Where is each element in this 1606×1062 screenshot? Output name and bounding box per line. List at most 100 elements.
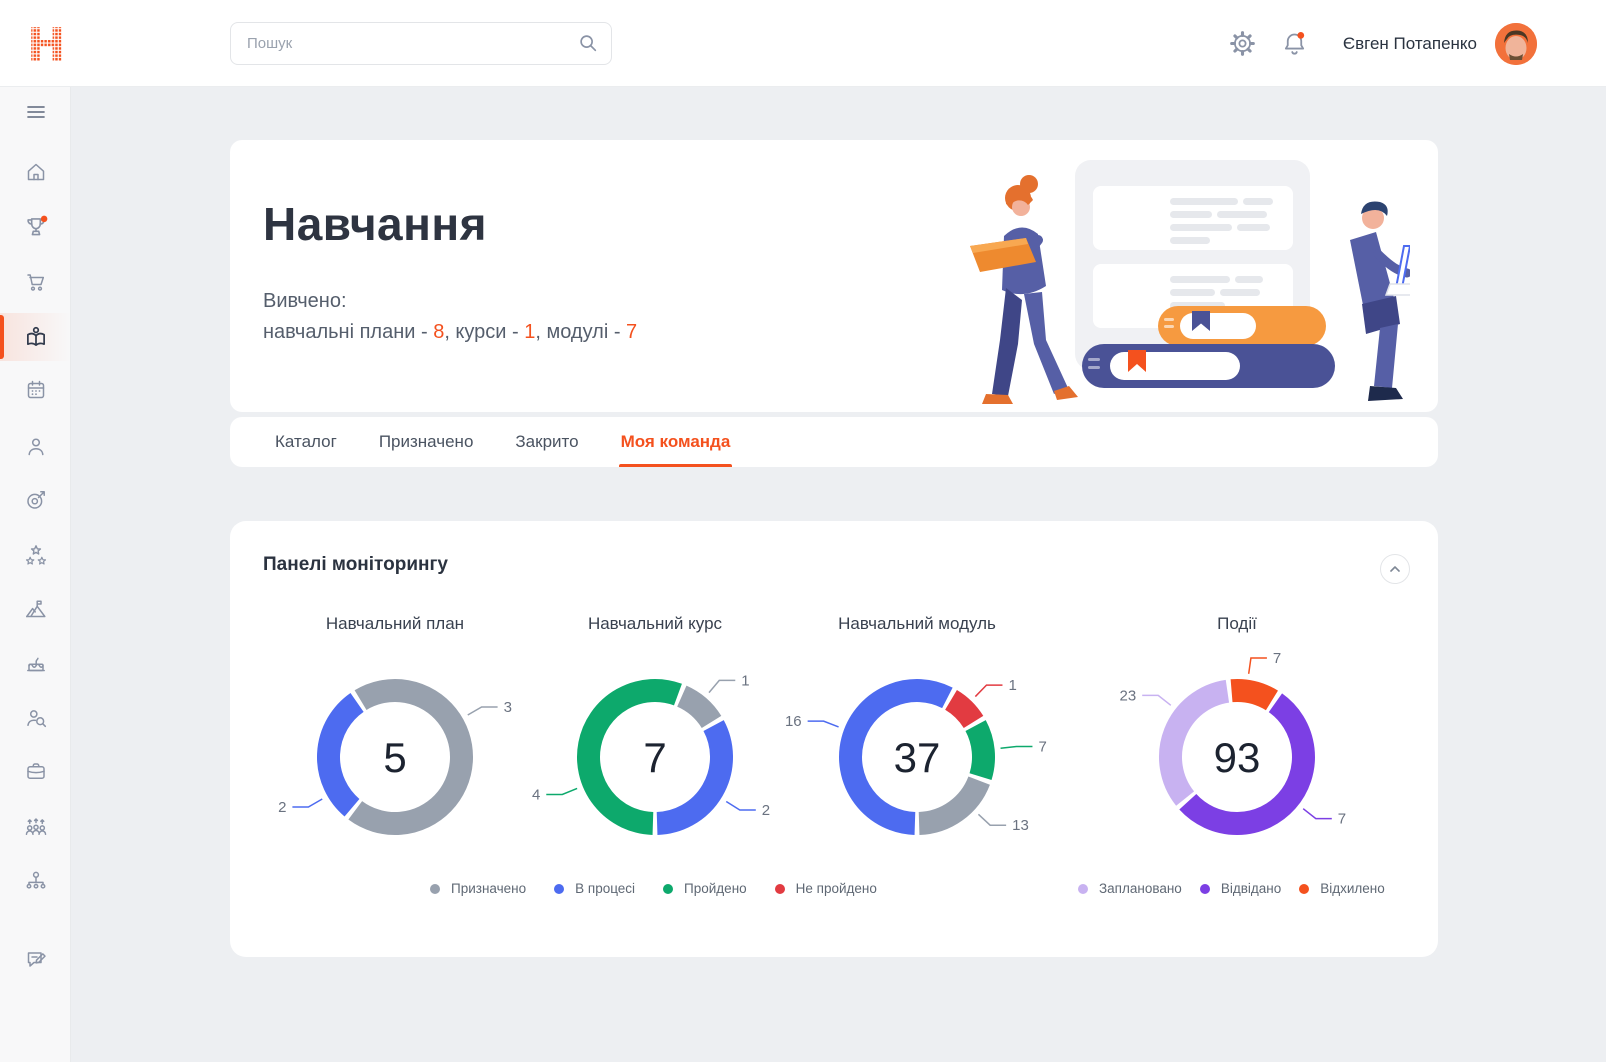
sidebar-item-milestones[interactable] — [0, 585, 71, 633]
donut-segment-Відхилено — [1230, 679, 1278, 711]
user-name[interactable]: Євген Потапенко — [1342, 33, 1477, 53]
plans-count: 8 — [433, 321, 445, 343]
legend-item: Не пройдено — [774, 881, 877, 896]
target-icon — [26, 491, 45, 509]
sidebar-item-profile[interactable] — [0, 423, 71, 471]
callout-line — [708, 679, 736, 694]
calendar-icon — [27, 380, 44, 399]
legend-item: Пройдено — [663, 881, 747, 896]
chart-title: Події — [1217, 614, 1257, 633]
stars-icon — [25, 545, 46, 565]
user-icon — [27, 438, 44, 456]
segment-value-label: 7 — [1038, 739, 1046, 756]
hero-illustration — [930, 148, 1410, 412]
segment-value-label: 1 — [1008, 677, 1016, 694]
callout-line — [1247, 657, 1267, 674]
donut: 1 2 4 7 — [520, 639, 790, 877]
donut-center-value: 7 — [643, 734, 666, 781]
segment-value-label: 2 — [762, 802, 770, 819]
tabs-bar: Каталог Призначено Закрито Моя команда — [230, 417, 1438, 467]
tab-assigned[interactable]: Призначено — [378, 432, 474, 451]
legend-dot-failed — [774, 883, 785, 894]
settings-gear-icon[interactable] — [1229, 30, 1257, 58]
sidebar-item-calendar[interactable] — [0, 366, 71, 414]
callout-line — [1302, 808, 1332, 820]
donut-segment-Пройдено — [965, 720, 995, 781]
legend-dot-in-progress — [554, 883, 565, 894]
legend-dot-attended — [1199, 883, 1210, 894]
user-avatar[interactable] — [1495, 22, 1537, 65]
chart-title: Навчальний модуль — [838, 614, 996, 633]
donut-segment-В процесі — [839, 679, 953, 835]
briefcase-icon — [26, 763, 45, 779]
segment-value-label: 3 — [504, 699, 512, 716]
callout-line — [292, 798, 323, 808]
chart-title: Навчальний план — [325, 614, 465, 633]
segment-value-label: 4 — [532, 786, 540, 803]
svg-text:H: H — [27, 18, 66, 70]
sidebar-item-vacancies[interactable] — [0, 747, 71, 795]
donut-center-value: 5 — [383, 734, 406, 781]
cart-icon — [26, 274, 44, 291]
sidebar-item-goals[interactable] — [0, 476, 71, 524]
tab-my-team[interactable]: Моя команда — [618, 417, 733, 467]
collapse-panel-button[interactable] — [1380, 554, 1410, 584]
segment-value-label: 1 — [741, 672, 749, 689]
donut-chart-events: Події 7 7 23 93 — [1102, 613, 1372, 877]
sidebar-item-home[interactable] — [0, 148, 71, 196]
legend-item: Відвідано — [1199, 881, 1281, 896]
summary-text: , курси - — [444, 321, 525, 343]
cake-icon — [26, 657, 45, 672]
sidebar-item-store[interactable] — [0, 258, 71, 306]
callout-line — [977, 813, 1007, 826]
donut-segment-Не пройдено — [944, 690, 984, 729]
donut-segment-В процесі — [656, 720, 733, 835]
topbar: H Євген Потапенко — [0, 0, 1606, 87]
donut-segment-Призначено — [676, 685, 722, 729]
illustration-woman — [970, 175, 1078, 404]
sidebar-item-org-structure[interactable] — [0, 857, 71, 905]
page-title: Навчання — [263, 198, 488, 250]
sidebar-item-learning[interactable] — [0, 313, 71, 361]
legend-item: Заплановано — [1078, 881, 1182, 896]
sidebar-menu-toggle[interactable] — [0, 88, 71, 136]
sidebar-item-ratings[interactable] — [0, 532, 71, 580]
sidebar-item-birthdays[interactable] — [0, 639, 71, 687]
search-input[interactable] — [230, 22, 612, 65]
studied-label: Вивчено: — [263, 290, 347, 312]
book-reader-icon — [26, 326, 45, 346]
sidebar-item-team-development[interactable] — [0, 802, 71, 850]
legend-event-statuses: Заплановано Відвідано Відхилено — [1078, 881, 1385, 896]
mountain-flag-icon — [25, 600, 46, 618]
donut-chart-learning-course: Навчальний курс 1 2 4 7 — [520, 613, 790, 877]
tab-catalog[interactable]: Каталог — [275, 432, 337, 451]
courses-count: 1 — [524, 321, 536, 343]
panel-title: Панелі моніторингу — [263, 554, 448, 575]
legend-item: В процесі — [554, 881, 635, 896]
callout-line — [546, 787, 578, 796]
callout-line — [725, 800, 756, 811]
search-icon[interactable] — [577, 32, 599, 54]
sidebar-item-achievements[interactable] — [0, 203, 71, 251]
notifications-bell-icon[interactable] — [1281, 30, 1309, 58]
menu-icon — [26, 106, 45, 118]
donut-segment-Призначено — [348, 679, 473, 835]
app-logo-icon[interactable]: H — [26, 18, 66, 70]
summary-text: , модулі - — [535, 321, 627, 343]
note-edit-icon — [27, 952, 46, 967]
modules-count: 7 — [626, 321, 638, 343]
segment-value-label: 13 — [1012, 817, 1029, 834]
sidebar-item-surveys[interactable] — [0, 936, 71, 984]
sidebar-item-talent-search[interactable] — [0, 694, 71, 742]
chevron-up-icon — [1390, 566, 1400, 572]
segment-value-label: 7 — [1338, 811, 1346, 828]
hero-summary: Вивчено: навчальні плани - 8, курси - 1,… — [263, 286, 637, 348]
legend-item: Відхилено — [1299, 881, 1385, 896]
donut-center-value: 37 — [894, 734, 941, 781]
donut: 7 7 23 93 — [1102, 639, 1372, 877]
user-search-icon — [26, 710, 46, 728]
tab-closed[interactable]: Закрито — [515, 432, 579, 451]
trophy-icon — [26, 215, 47, 236]
callout-line — [974, 684, 1003, 698]
donut-center-value: 93 — [1214, 734, 1261, 781]
